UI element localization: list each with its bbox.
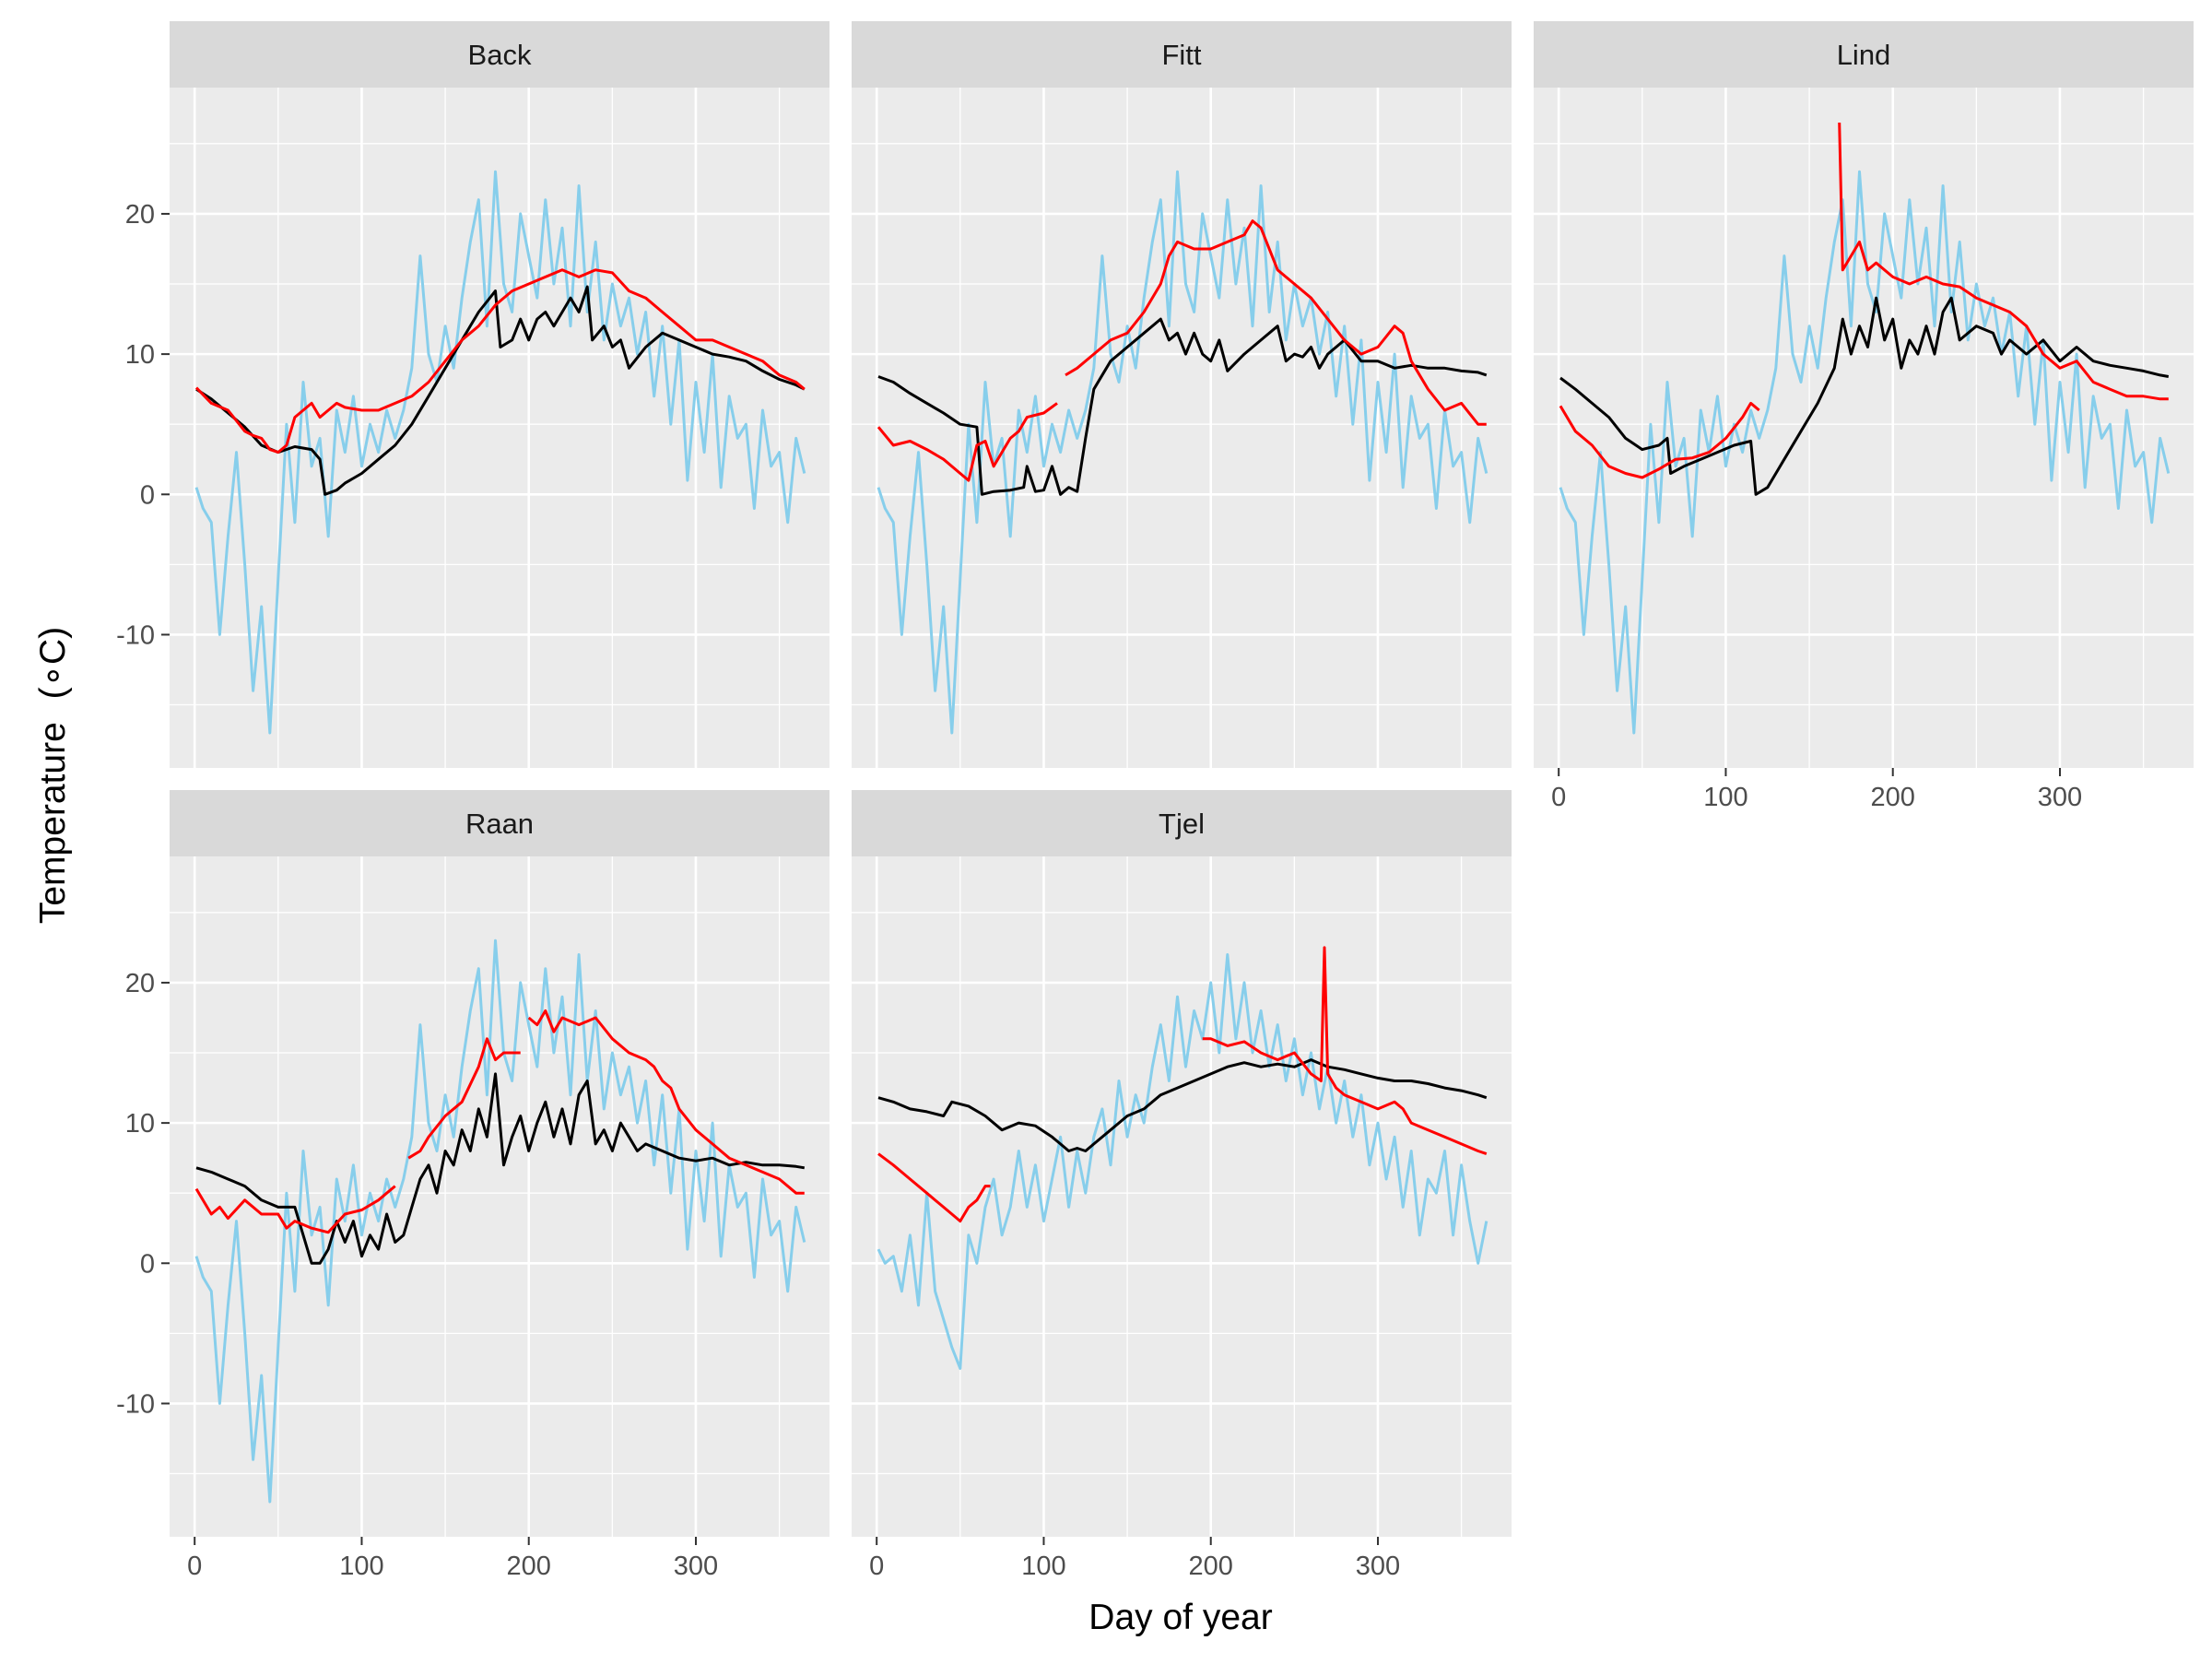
air-series-line <box>194 938 806 1504</box>
panel-back: Back -10 0 10 20 <box>116 21 830 768</box>
observed-series-line <box>194 1185 396 1234</box>
observed-series-line <box>407 1037 521 1160</box>
observed-series-line <box>877 402 1058 482</box>
panel-fitt: Fitt <box>852 21 1512 768</box>
strip-label-fitt: Fitt <box>1161 39 1201 71</box>
series-group-fitt <box>877 170 1488 735</box>
strip-lind <box>1534 21 2194 88</box>
x-tick-label: 100 <box>1703 783 1747 812</box>
observed-series-line <box>1065 219 1487 426</box>
model-series-line <box>877 1058 1488 1152</box>
model-series-line <box>1559 296 2170 496</box>
series-group-back <box>194 170 806 735</box>
x-tick-label: 300 <box>2038 783 2082 812</box>
x-tick-label: 100 <box>339 1552 383 1581</box>
strip-back <box>170 21 830 88</box>
x-tick-label: 200 <box>507 1552 551 1581</box>
x-tick-label: 0 <box>869 1552 884 1581</box>
x-tick-label: 300 <box>674 1552 718 1581</box>
y-axis-unit: (∘C) <box>33 627 73 700</box>
panel-background-tjel <box>852 856 1512 1537</box>
air-series-line <box>1559 170 2171 735</box>
panel-lind: Lind 0 100 200 300 <box>1534 21 2194 812</box>
series-group-tjel <box>877 946 1488 1370</box>
y-tick-label: 0 <box>140 480 155 510</box>
model-series-line <box>195 285 806 496</box>
y-tick-label: -10 <box>116 620 155 650</box>
x-axis-title: Day of year <box>1088 1598 1272 1637</box>
panel-tjel: Tjel 0 100 200 300 <box>852 790 1512 1581</box>
x-tick-label: 300 <box>1356 1552 1400 1581</box>
series-group-raan <box>194 938 806 1504</box>
x-tick-label: 200 <box>1189 1552 1233 1581</box>
y-tick-label: 10 <box>125 1109 155 1139</box>
y-tick-label: 20 <box>125 200 155 230</box>
x-tick-label: 200 <box>1871 783 1915 812</box>
panel-background-lind <box>1534 88 2194 768</box>
strip-label-back: Back <box>468 39 532 71</box>
observed-series-line <box>194 268 806 454</box>
observed-series-line <box>1559 401 1760 479</box>
model-series-line <box>195 1072 806 1265</box>
strip-fitt <box>852 21 1512 88</box>
series-group-lind <box>1559 122 2171 735</box>
y-axis-title: Temperature <box>33 722 73 924</box>
y-tick-label: -10 <box>116 1389 155 1419</box>
panel-background-raan <box>170 856 830 1537</box>
air-series-line <box>194 170 806 735</box>
y-tick-label: 10 <box>125 340 155 370</box>
x-tick-label: 0 <box>187 1552 202 1581</box>
strip-label-lind: Lind <box>1837 39 1891 71</box>
y-axis-title-group: Temperature (∘C) <box>33 627 73 924</box>
y-tick-label: 20 <box>125 969 155 998</box>
panel-background-fitt <box>852 88 1512 768</box>
observed-series-line <box>1202 946 1488 1156</box>
strip-label-tjel: Tjel <box>1159 808 1205 840</box>
observed-series-line <box>1838 122 2169 401</box>
air-series-line <box>877 170 1488 735</box>
model-series-line <box>877 317 1488 496</box>
panel-background-back <box>170 88 830 768</box>
observed-series-line <box>877 1152 991 1223</box>
x-tick-label: 100 <box>1021 1552 1065 1581</box>
strip-raan <box>170 790 830 856</box>
y-tick-label: 0 <box>140 1249 155 1279</box>
observed-series-line <box>527 1009 805 1195</box>
strip-tjel <box>852 790 1512 856</box>
svg-text:Temperature (∘C): Temperature (∘C) <box>33 627 73 924</box>
x-tick-label: 0 <box>1551 783 1566 812</box>
strip-label-raan: Raan <box>465 808 534 840</box>
air-series-line <box>877 953 1488 1370</box>
